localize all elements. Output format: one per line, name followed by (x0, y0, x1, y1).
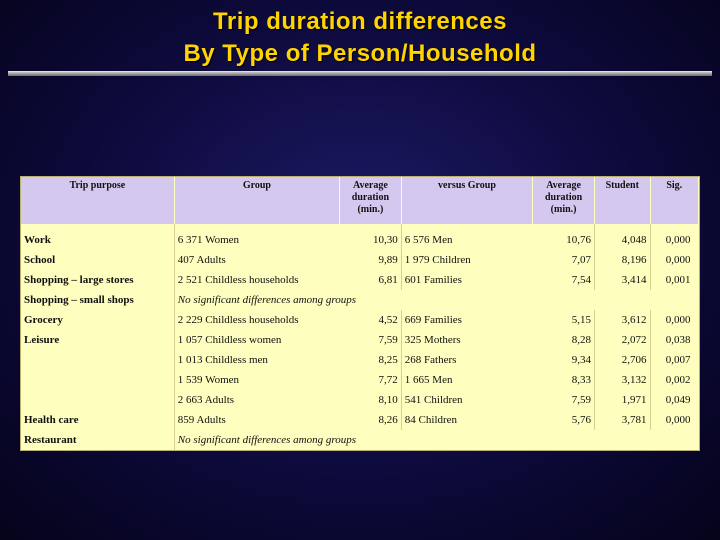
cell-average-duration-2: 10,76 (532, 224, 595, 251)
table-row: Restaurant No significant differences amo… (21, 429, 699, 450)
table-row: 2 663 Adults 8,10 541 Children 7,59 1,971 0,0… (21, 390, 699, 411)
cell-student: 2,706 (594, 350, 651, 371)
cell-versus-group: 669 Families (404, 314, 462, 327)
cell-average-duration-1: 8,10 (339, 390, 402, 411)
header-group: Group (174, 177, 341, 224)
cell-average-duration-1: 4,52 (339, 310, 402, 331)
cell-average-duration-2: 8,33 (532, 370, 595, 391)
cell-sig: 0,007 (665, 354, 691, 367)
cell-average-duration-2: 7,07 (532, 250, 595, 271)
cell-trip-purpose: Shopping – large stores (21, 270, 175, 291)
cell-student: 3,132 (594, 370, 651, 391)
cell-student: 3,414 (594, 270, 651, 291)
cell-group: 2 663 Adults (177, 394, 235, 407)
header-average-duration-1: Average duration (min.) (339, 177, 402, 224)
cell-trip-purpose: Leisure (21, 330, 175, 351)
cell-no-significant-differences: No significant differences among groups (177, 294, 357, 307)
cell-sig: 0,000 (665, 314, 691, 327)
cell-average-duration-1: 9,89 (339, 250, 402, 271)
cell-group: 1 013 Childless men (177, 354, 268, 367)
results-table-container: Trip purpose Group Average duration (min… (20, 176, 700, 451)
cell-versus-group: 1 979 Children (404, 254, 471, 267)
cell-versus-group: 541 Children (404, 394, 463, 407)
cell-versus-group: 1 665 Men (404, 374, 453, 387)
cell-versus-group: 325 Mothers (404, 334, 461, 347)
cell-average-duration-1: 8,26 (339, 410, 402, 430)
cell-average-duration-1: 8,25 (339, 350, 402, 371)
cell-sig: 0,002 (665, 374, 691, 387)
cell-student: 3,781 (594, 410, 651, 430)
cell-student: 8,196 (594, 250, 651, 271)
cell-trip-purpose: Restaurant (21, 429, 175, 450)
cell-average-duration-2: 5,15 (532, 310, 595, 331)
table-row: Health care 859 Adults 8,26 84 Children 5,76… (21, 410, 699, 430)
cell-average-duration-2: 5,76 (532, 410, 595, 430)
cell-trip-purpose: Work (21, 224, 175, 251)
cell-trip-purpose (21, 370, 175, 391)
cell-no-significant-differences: No significant differences among groups (177, 433, 357, 446)
cell-student: 2,072 (594, 330, 651, 351)
cell-average-duration-2: 7,59 (532, 390, 595, 411)
cell-group: 2 521 Childless households (177, 274, 299, 287)
cell-average-duration-1: 7,72 (339, 370, 402, 391)
cell-student: 3,612 (594, 310, 651, 331)
cell-group: 2 229 Childless households (177, 314, 299, 327)
cell-average-duration-2: 9,34 (532, 350, 595, 371)
cell-trip-purpose: Health care (21, 410, 175, 430)
cell-trip-purpose (21, 390, 175, 411)
cell-trip-purpose: Shopping – small shops (21, 290, 175, 311)
title-divider (8, 71, 712, 76)
cell-average-duration-2: 7,54 (532, 270, 595, 291)
table-row: 1 013 Childless men 8,25 268 Fathers 9,34 2,… (21, 350, 699, 371)
cell-group: 859 Adults (177, 414, 226, 426)
header-average-duration-2: Average duration (min.) (532, 177, 595, 224)
cell-average-duration-2: 8,28 (532, 330, 595, 351)
cell-average-duration-1: 6,81 (339, 270, 402, 291)
table-row: Leisure 1 057 Childless women 7,59 325 Moth… (21, 330, 699, 351)
cell-student: 1,971 (594, 390, 651, 411)
cell-trip-purpose: School (21, 250, 175, 271)
results-table: Trip purpose Group Average duration (min… (21, 177, 700, 450)
cell-sig: 0,001 (665, 274, 691, 287)
cell-trip-purpose (21, 350, 175, 371)
table-row: Grocery 2 229 Childless households 4,52 669… (21, 310, 699, 331)
cell-versus-group: 601 Families (404, 274, 462, 287)
cell-trip-purpose: Grocery (21, 310, 175, 331)
cell-average-duration-1: 10,30 (339, 224, 402, 251)
cell-versus-group: 268 Fathers (404, 354, 457, 367)
header-versus-group: versus Group (401, 177, 534, 224)
cell-student: 4,048 (594, 224, 651, 251)
cell-group: 1 057 Childless women (177, 334, 282, 347)
table-row: 1 539 Women 7,72 1 665 Men 8,33 3,132 0,002 (21, 370, 699, 391)
cell-sig: 0,049 (665, 394, 691, 407)
title-line-1: Trip duration differences (213, 8, 507, 35)
header-sig: Sig. (650, 177, 700, 224)
title-line-2: By Type of Person/Household (183, 40, 537, 67)
cell-average-duration-1: 7,59 (339, 330, 402, 351)
cell-sig: 0,000 (665, 254, 691, 267)
cell-group: 407 Adults (177, 254, 226, 267)
cell-sig: 0,000 (665, 414, 691, 426)
cell-versus-group: 6 576 Men (404, 234, 453, 247)
table-row: Shopping – large stores 2 521 Childless h… (21, 270, 699, 291)
table-row: Work 6 371 Women 10,30 6 576 Men 10,76 4,048 0… (21, 224, 699, 251)
table-row: Shopping – small shops No significant dif… (21, 290, 699, 311)
header-trip-purpose: Trip purpose (21, 177, 175, 224)
table-header-row: Trip purpose Group Average duration (min… (21, 177, 700, 224)
table-row: School 407 Adults 9,89 1 979 Children 7,07 8,… (21, 250, 699, 271)
cell-sig: 0,000 (665, 234, 691, 247)
cell-group: 1 539 Women (177, 374, 240, 387)
cell-versus-group: 84 Children (404, 414, 458, 426)
cell-group: 6 371 Women (177, 234, 240, 247)
slide-title: Trip duration differences By Type of Per… (0, 6, 720, 70)
header-student: Student (594, 177, 651, 224)
cell-sig: 0,038 (665, 334, 691, 347)
